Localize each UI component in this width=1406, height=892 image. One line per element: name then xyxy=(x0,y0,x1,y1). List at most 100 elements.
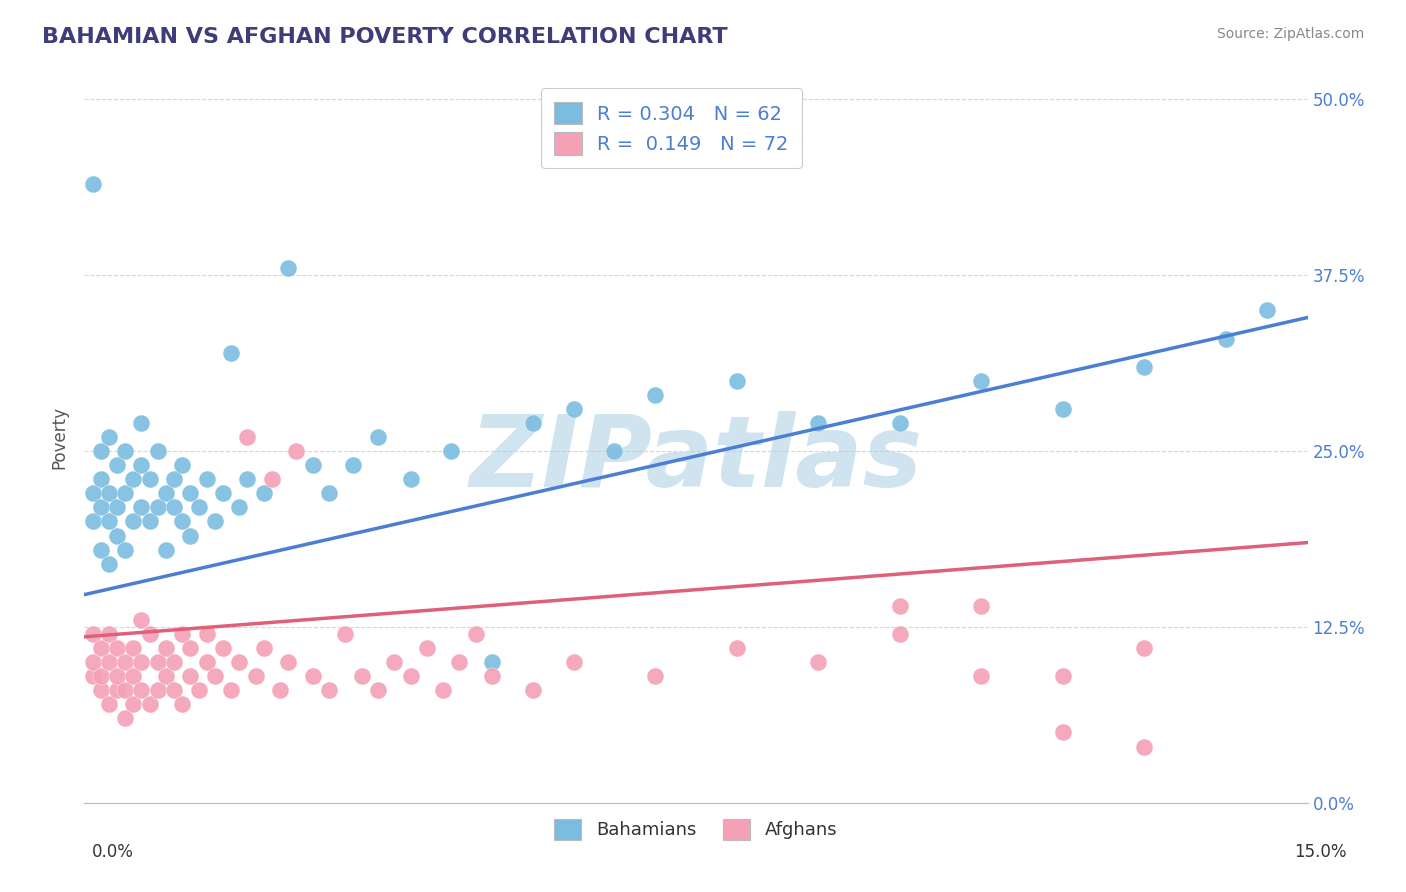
Point xyxy=(114,711,136,725)
Point xyxy=(172,627,194,641)
Point xyxy=(105,683,128,698)
Point xyxy=(90,542,112,557)
Point xyxy=(97,557,120,571)
Text: 15.0%: 15.0% xyxy=(1295,843,1347,861)
Text: BAHAMIAN VS AFGHAN POVERTY CORRELATION CHART: BAHAMIAN VS AFGHAN POVERTY CORRELATION C… xyxy=(42,27,728,46)
Point xyxy=(122,472,145,486)
Point xyxy=(644,669,666,683)
Point xyxy=(522,416,544,430)
Point xyxy=(236,472,259,486)
Point xyxy=(1133,641,1156,656)
Point xyxy=(122,669,145,683)
Point xyxy=(105,669,128,683)
Point xyxy=(122,698,145,712)
Point xyxy=(1256,303,1278,318)
Point xyxy=(97,515,120,529)
Point xyxy=(318,486,340,500)
Point xyxy=(889,416,911,430)
Point xyxy=(195,655,218,669)
Point xyxy=(97,698,120,712)
Point xyxy=(1133,359,1156,374)
Point xyxy=(350,669,373,683)
Point xyxy=(245,669,267,683)
Point xyxy=(1052,669,1074,683)
Text: ZIPatlas: ZIPatlas xyxy=(470,410,922,508)
Point xyxy=(416,641,439,656)
Point xyxy=(138,627,160,641)
Point xyxy=(285,444,308,458)
Point xyxy=(318,683,340,698)
Point xyxy=(204,669,226,683)
Point xyxy=(970,669,993,683)
Point xyxy=(301,669,323,683)
Point xyxy=(1052,725,1074,739)
Point xyxy=(449,655,471,669)
Point xyxy=(163,655,186,669)
Point xyxy=(187,683,209,698)
Point xyxy=(212,486,235,500)
Point xyxy=(970,599,993,613)
Point xyxy=(342,458,364,473)
Point xyxy=(440,444,463,458)
Point xyxy=(105,528,128,542)
Point xyxy=(131,613,153,627)
Point xyxy=(807,655,830,669)
Point xyxy=(131,655,153,669)
Point xyxy=(367,430,389,444)
Point xyxy=(399,669,422,683)
Point xyxy=(138,698,160,712)
Point xyxy=(1052,401,1074,416)
Point xyxy=(90,683,112,698)
Point xyxy=(195,472,218,486)
Point xyxy=(172,698,194,712)
Y-axis label: Poverty: Poverty xyxy=(51,406,69,468)
Point xyxy=(889,627,911,641)
Point xyxy=(481,655,503,669)
Point xyxy=(335,627,357,641)
Point xyxy=(163,683,186,698)
Point xyxy=(277,261,299,276)
Point xyxy=(155,542,177,557)
Point xyxy=(228,655,250,669)
Point xyxy=(179,486,201,500)
Point xyxy=(155,486,177,500)
Point xyxy=(725,374,748,388)
Point xyxy=(399,472,422,486)
Point xyxy=(114,683,136,698)
Point xyxy=(187,500,209,515)
Point xyxy=(82,627,104,641)
Point xyxy=(82,486,104,500)
Point xyxy=(562,655,585,669)
Point xyxy=(367,683,389,698)
Point xyxy=(464,627,486,641)
Point xyxy=(807,416,830,430)
Point xyxy=(114,486,136,500)
Point xyxy=(253,641,276,656)
Point xyxy=(122,641,145,656)
Text: 0.0%: 0.0% xyxy=(91,843,134,861)
Point xyxy=(163,500,186,515)
Point xyxy=(90,472,112,486)
Point xyxy=(105,458,128,473)
Point xyxy=(105,500,128,515)
Point xyxy=(146,683,169,698)
Point xyxy=(90,444,112,458)
Point xyxy=(105,641,128,656)
Point xyxy=(562,401,585,416)
Point xyxy=(82,655,104,669)
Point xyxy=(131,500,153,515)
Point xyxy=(97,430,120,444)
Point xyxy=(155,641,177,656)
Point xyxy=(131,683,153,698)
Point xyxy=(114,444,136,458)
Point xyxy=(277,655,299,669)
Point xyxy=(1215,332,1237,346)
Point xyxy=(131,458,153,473)
Point xyxy=(172,458,194,473)
Point xyxy=(97,655,120,669)
Point xyxy=(228,500,250,515)
Point xyxy=(122,515,145,529)
Point xyxy=(179,528,201,542)
Point xyxy=(432,683,454,698)
Point xyxy=(155,669,177,683)
